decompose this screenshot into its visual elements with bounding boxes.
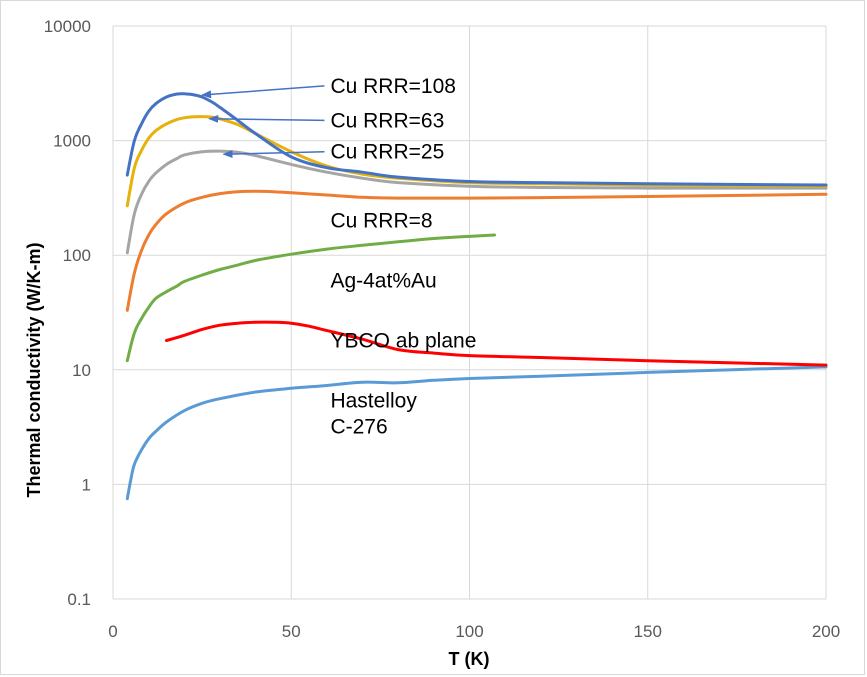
series-line-cu108 — [125, 92, 828, 187]
y-tick-label: 100 — [63, 246, 91, 265]
annotation-cu8: Cu RRR=8 — [330, 210, 432, 233]
x-tick-label: 100 — [455, 622, 483, 641]
y-tick-label: 1000 — [53, 132, 91, 151]
x-tick-label: 200 — [812, 622, 840, 641]
series-line-cu25 — [125, 149, 828, 255]
annotation-hastelloy2: C-276 — [330, 416, 387, 439]
annotation-cu25: Cu RRR=25 — [330, 141, 444, 164]
annotation-arrow-cu108 — [201, 85, 325, 99]
y-tick-label: 10000 — [44, 17, 91, 36]
y-tick-label: 10 — [72, 361, 91, 380]
series-line-ybco — [165, 320, 828, 367]
annotation-arrow-cu25 — [222, 150, 325, 159]
x-tick-label: 50 — [282, 622, 301, 641]
annotation-ag4au: Ag-4at%Au — [330, 270, 436, 293]
x-axis-label: T (K) — [449, 649, 490, 669]
y-tick-label: 0.1 — [67, 590, 91, 609]
series-line-hastelloy — [125, 365, 828, 501]
annotation-cu63: Cu RRR=63 — [330, 109, 444, 132]
series-line-cu8 — [125, 189, 828, 312]
annotation-arrow-cu63 — [208, 114, 325, 123]
y-axis-label: Thermal conductivity (W/K-m) — [24, 242, 44, 497]
x-tick-label: 150 — [634, 622, 662, 641]
annotation-cu108: Cu RRR=108 — [330, 75, 455, 98]
series-line-ag4au — [125, 233, 496, 363]
annotation-hastelloy1: Hastelloy — [330, 389, 417, 412]
x-tick-label: 0 — [108, 622, 117, 641]
y-tick-label: 1 — [82, 475, 91, 494]
annotation-ybco: YBCO ab plane — [330, 330, 476, 353]
